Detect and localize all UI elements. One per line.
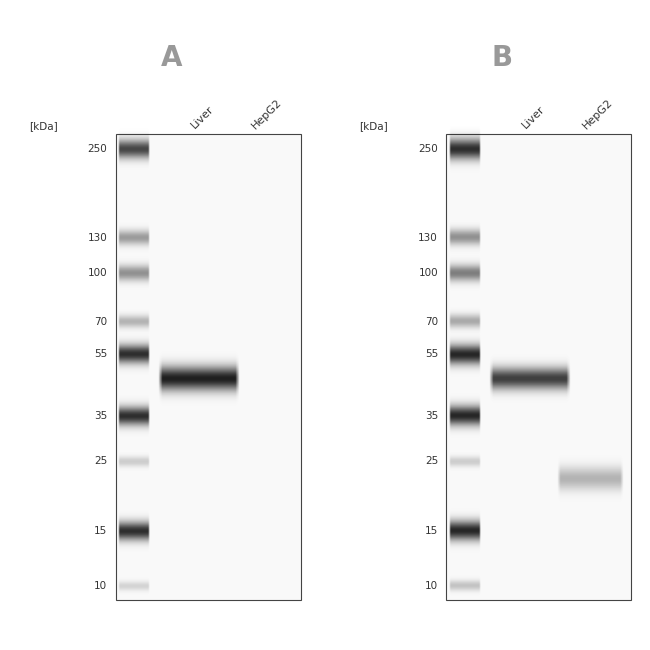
Text: 100: 100 — [88, 268, 107, 278]
Text: 130: 130 — [418, 233, 438, 242]
Text: 55: 55 — [94, 350, 107, 359]
Text: 35: 35 — [94, 411, 107, 421]
FancyBboxPatch shape — [447, 134, 631, 600]
FancyBboxPatch shape — [116, 134, 301, 600]
Text: 15: 15 — [94, 526, 107, 536]
Text: HepG2: HepG2 — [581, 97, 615, 131]
Text: 250: 250 — [88, 144, 107, 154]
Text: 10: 10 — [425, 581, 438, 591]
Text: A: A — [161, 44, 183, 72]
Text: Liver: Liver — [520, 104, 546, 131]
Text: 70: 70 — [94, 317, 107, 327]
Text: HepG2: HepG2 — [250, 97, 284, 131]
Text: 35: 35 — [424, 411, 438, 421]
Text: 55: 55 — [424, 350, 438, 359]
Text: 15: 15 — [424, 526, 438, 536]
Text: 250: 250 — [418, 144, 438, 154]
Text: [kDa]: [kDa] — [29, 121, 58, 131]
Text: Liver: Liver — [189, 104, 216, 131]
Text: [kDa]: [kDa] — [359, 121, 388, 131]
Text: 130: 130 — [88, 233, 107, 242]
Text: 10: 10 — [94, 581, 107, 591]
Text: 100: 100 — [419, 268, 438, 278]
Text: 25: 25 — [424, 456, 438, 467]
Text: 25: 25 — [94, 456, 107, 467]
Text: 70: 70 — [425, 317, 438, 327]
Text: B: B — [492, 44, 513, 72]
